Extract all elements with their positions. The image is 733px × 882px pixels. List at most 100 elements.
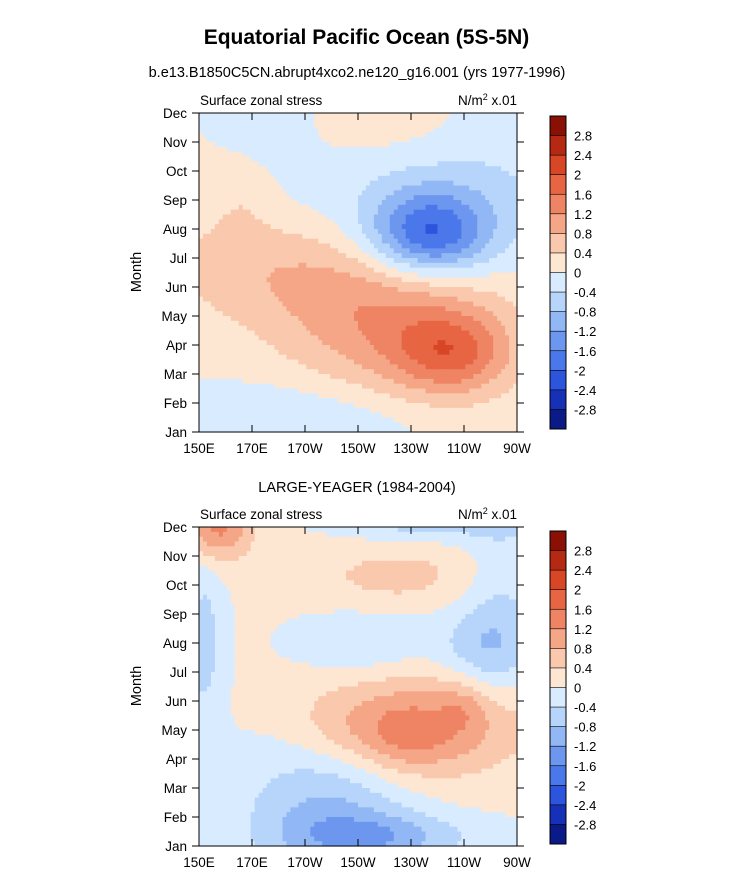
field-cell	[426, 210, 431, 215]
field-cell	[398, 345, 403, 350]
field-cell	[410, 364, 415, 369]
field-cell	[485, 374, 490, 379]
field-cell	[239, 253, 244, 258]
field-cell	[461, 147, 466, 152]
field-cell	[286, 408, 291, 413]
field-cell	[493, 306, 498, 311]
field-cell	[457, 374, 462, 379]
field-cell	[286, 186, 291, 191]
field-cell	[286, 239, 291, 244]
field-cell	[410, 263, 415, 268]
field-cell	[294, 215, 299, 220]
field-cell	[203, 118, 208, 123]
field-cell	[410, 418, 415, 423]
field-cell	[438, 403, 443, 408]
field-cell	[275, 335, 280, 340]
field-cell	[223, 297, 228, 302]
field-cell	[342, 258, 347, 263]
field-cell	[418, 340, 423, 345]
field-cell	[338, 355, 343, 360]
field-cell	[322, 379, 327, 384]
field-cell	[469, 200, 474, 205]
field-cell	[330, 268, 335, 273]
field-cell	[461, 152, 466, 157]
field-cell	[338, 360, 343, 365]
field-cell	[477, 335, 482, 340]
field-cell	[334, 345, 339, 350]
field-cell	[255, 186, 260, 191]
field-cell	[259, 210, 264, 215]
field-cell	[406, 287, 411, 292]
field-cell	[298, 277, 303, 282]
field-cell	[394, 200, 399, 205]
field-cell	[461, 219, 466, 224]
field-cell	[263, 142, 268, 147]
field-cell	[203, 239, 208, 244]
field-cell	[394, 374, 399, 379]
field-cell	[382, 277, 387, 282]
field-cell	[263, 229, 268, 234]
field-cell	[445, 118, 450, 123]
field-cell	[282, 355, 287, 360]
field-cell	[215, 171, 220, 176]
field-cell	[294, 190, 299, 195]
field-cell	[215, 123, 220, 128]
field-cell	[461, 210, 466, 215]
field-cell	[406, 157, 411, 162]
field-cell	[215, 268, 220, 273]
field-cell	[294, 297, 299, 302]
field-cell	[469, 326, 474, 331]
field-cell	[354, 210, 359, 215]
field-cell	[410, 190, 415, 195]
field-cell	[334, 292, 339, 297]
field-cell	[489, 186, 494, 191]
field-cell	[338, 210, 343, 215]
field-cell	[481, 282, 486, 287]
field-cell	[219, 306, 224, 311]
field-cell	[438, 350, 443, 355]
field-cell	[362, 282, 367, 287]
field-cell	[422, 161, 427, 166]
field-cell	[489, 345, 494, 350]
field-cell	[263, 408, 268, 413]
field-cell	[247, 195, 252, 200]
field-cell	[378, 205, 383, 210]
field-cell	[231, 379, 236, 384]
field-cell	[485, 398, 490, 403]
field-cell	[477, 316, 482, 321]
field-cell	[453, 152, 458, 157]
field-cell	[239, 384, 244, 389]
field-cell	[362, 273, 367, 278]
field-cell	[374, 316, 379, 321]
field-cell	[481, 132, 486, 137]
field-cell	[422, 128, 427, 133]
field-cell	[358, 273, 363, 278]
field-cell	[286, 219, 291, 224]
field-cell	[497, 186, 502, 191]
field-cell	[493, 215, 498, 220]
field-cell	[211, 364, 216, 369]
field-cell	[390, 350, 395, 355]
field-cell	[489, 239, 494, 244]
field-cell	[294, 331, 299, 336]
field-cell	[318, 364, 323, 369]
field-cell	[207, 166, 212, 171]
field-cell	[219, 297, 224, 302]
field-cell	[231, 142, 236, 147]
field-cell	[493, 422, 498, 427]
field-cell	[378, 157, 383, 162]
field-cell	[418, 321, 423, 326]
field-cell	[497, 219, 502, 224]
field-cell	[457, 422, 462, 427]
field-cell	[211, 181, 216, 186]
field-cell	[406, 190, 411, 195]
field-cell	[410, 248, 415, 253]
field-cell	[219, 350, 224, 355]
field-cell	[346, 263, 351, 268]
field-cell	[449, 268, 454, 273]
field-cell	[322, 190, 327, 195]
field-cell	[207, 142, 212, 147]
field-cell	[445, 258, 450, 263]
field-cell	[394, 229, 399, 234]
field-cell	[275, 321, 280, 326]
